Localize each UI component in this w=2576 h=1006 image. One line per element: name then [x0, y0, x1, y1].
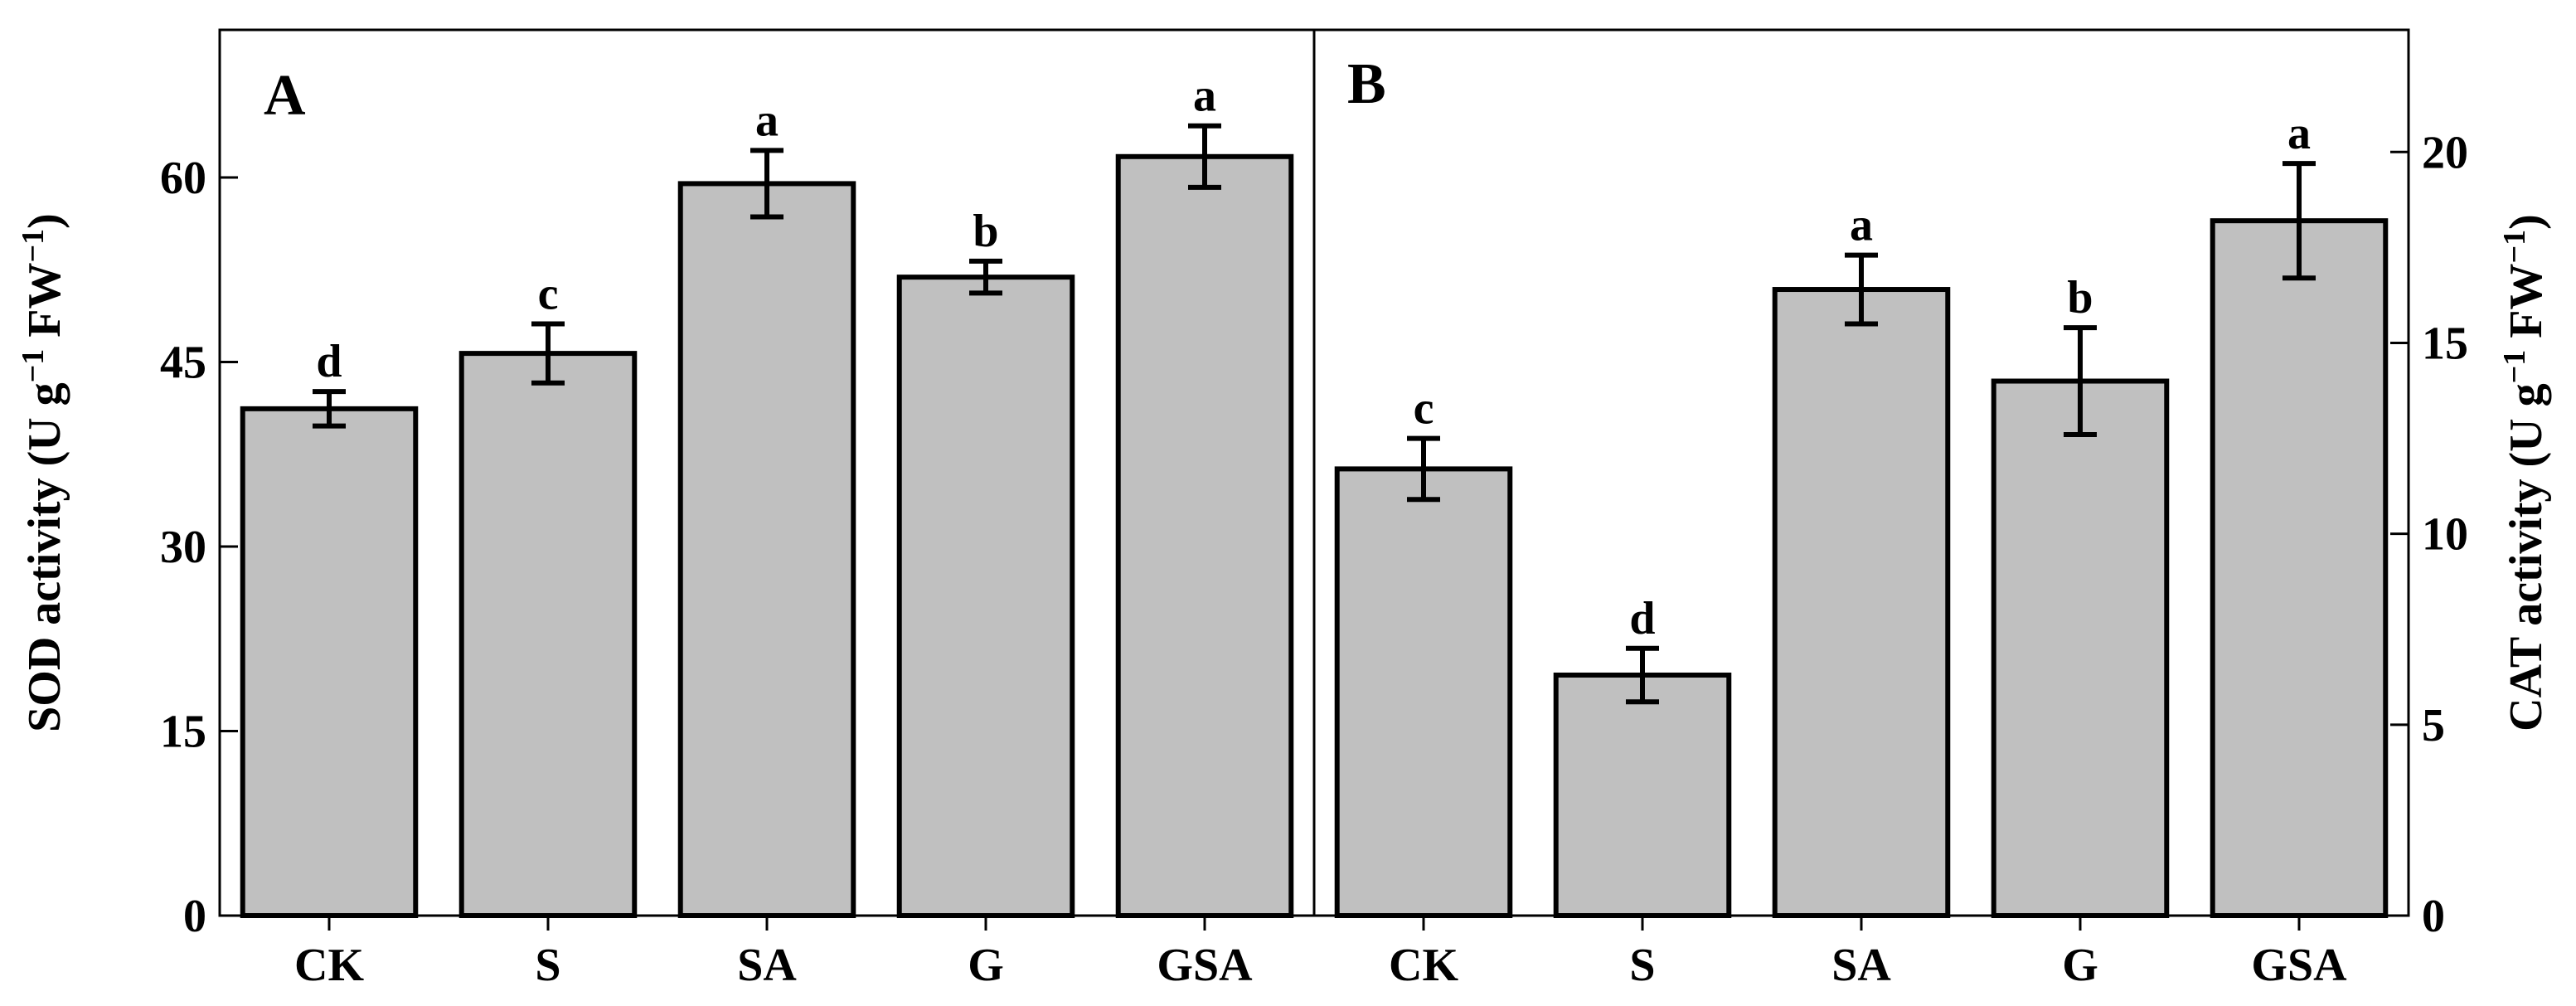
y-axis-title-left-mid: FW: [19, 262, 70, 348]
panel-a-sig-letter-s: c: [538, 269, 559, 320]
panel-a-sig-letter-ck: d: [316, 336, 342, 387]
panel-b-x-tick-label-gsa: GSA: [2251, 940, 2347, 991]
panel-b-error-bar-s: [1626, 645, 1659, 705]
y-axis-title-left-sup2: −1: [16, 229, 51, 263]
panel-b-x-tick-label-ck: CK: [1389, 940, 1458, 991]
panel-a-error-bar-g: [969, 258, 1002, 296]
y-axis-title-right-mid: FW: [2501, 264, 2552, 350]
panel-b-y-tick-label-4: 20: [2422, 127, 2468, 178]
y-axis-title-right-sup2: −1: [2497, 230, 2532, 264]
panel-b-bar-g: [1991, 378, 2170, 919]
panel-a-error-bar-gsa: [1188, 123, 1221, 190]
panel-a-y-tick-label-4: 60: [160, 153, 206, 204]
panel-a-y-tick-label-1: 15: [160, 707, 206, 758]
panel-a-y-tick-label-3: 45: [160, 338, 206, 389]
panel-a-y-tick-label-2: 30: [160, 522, 206, 573]
panel-a-bar-ck: [240, 406, 419, 919]
panel-b-sig-letter-ck: c: [1414, 383, 1434, 435]
panel-a-x-tick-label-gsa: GSA: [1157, 940, 1253, 991]
panel-b-y-tick-label-1: 5: [2422, 700, 2445, 751]
panel-b-sig-letter-gsa: a: [2287, 108, 2311, 159]
panel-a-y-tick-label-0: 0: [183, 891, 206, 942]
panel-a-sig-letter-g: b: [973, 206, 998, 257]
y-axis-title-left-sup1: −1: [16, 349, 51, 383]
panel-a-error-bar-sa: [750, 148, 783, 220]
panel-a-sig-letter-gsa: a: [1193, 70, 1216, 122]
y-axis-title-left-end: ): [19, 213, 70, 229]
panel-b-sig-letter-sa: a: [1850, 200, 1873, 251]
y-axis-title-left: SOD activity (U g−1 FW−1): [16, 213, 70, 732]
panel-b-y-tick-label-2: 10: [2422, 509, 2468, 561]
panel-a-x-tick-label-ck: CK: [294, 940, 364, 991]
y-axis-title-left-main: SOD activity (U g: [19, 382, 70, 732]
panel-b-x-tick-label-sa: SA: [1831, 940, 1891, 991]
panel-b-y-tick-label-3: 15: [2422, 318, 2468, 369]
panel-a-x-tick-label-sa: SA: [737, 940, 797, 991]
panel-b-x-tick-label-s: S: [1629, 940, 1655, 991]
panel-b-error-bar-sa: [1845, 252, 1878, 327]
panel-b-bar-s: [1553, 672, 1732, 919]
panel-a-bar-g: [896, 275, 1075, 918]
panel-b-error-bar-g: [2064, 325, 2097, 437]
panel-a-bar-sa: [677, 181, 856, 918]
panel-b-bar-gsa: [2210, 218, 2389, 918]
panel-letter-b: B: [1347, 52, 1386, 116]
panel-a-x-tick-label-s: S: [535, 940, 560, 991]
panel-b-bar-sa: [1772, 287, 1951, 918]
panel-b-y-tick-label-0: 0: [2422, 891, 2445, 942]
panel-a-error-bar-ck: [313, 389, 346, 429]
y-axis-title-right: CAT activity (U g−1 FW−1): [2497, 214, 2552, 731]
panel-b-error-bar-gsa: [2283, 161, 2316, 281]
y-axis-title-right-main: CAT activity (U g: [2501, 383, 2552, 731]
chart-marks: 0 15 30 45 60 d CK c Sa SA b Ga GSA 0 5 10 15 20 c CK d Sa SA b…: [160, 70, 2468, 991]
panel-b-error-bar-ck: [1407, 435, 1440, 503]
panel-b-sig-letter-s: d: [1629, 593, 1655, 644]
panel-a-bar-gsa: [1115, 153, 1294, 919]
panel-a-bar-s: [458, 351, 638, 919]
y-axis-title-right-end: ): [2501, 214, 2552, 230]
y-axis-title-right-sup1: −1: [2497, 350, 2532, 384]
panel-a-error-bar-s: [531, 321, 565, 386]
panel-b-bar-ck: [1334, 466, 1513, 918]
panel-b-x-tick-label-g: G: [2062, 940, 2098, 991]
panel-letter-a: A: [264, 64, 306, 128]
panel-a-sig-letter-sa: a: [755, 95, 779, 146]
panel-a-x-tick-label-g: G: [968, 940, 1004, 991]
panel-b-sig-letter-g: b: [2067, 272, 2093, 323]
